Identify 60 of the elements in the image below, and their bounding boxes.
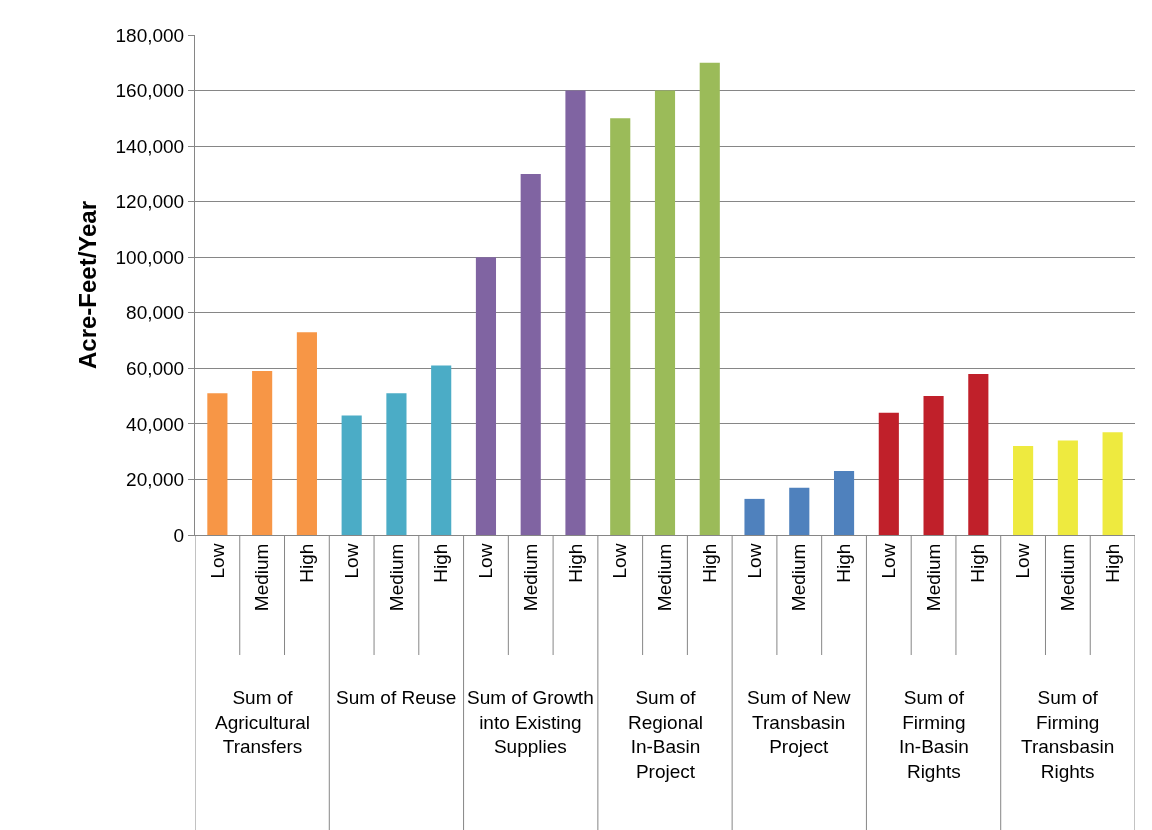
bar [431, 365, 452, 535]
bar [923, 396, 944, 535]
x-tick-label: Medium [922, 543, 944, 612]
y-tick-label: 60,000 [126, 357, 185, 379]
x-tick-label: High [698, 543, 720, 583]
x-tick-label: Medium [519, 543, 541, 612]
x-tick-label: Low [475, 543, 497, 579]
y-axis-title: Acre-Feet/Year [73, 200, 101, 370]
x-tick-label: Low [877, 543, 899, 579]
x-tick-label: Low [1012, 543, 1034, 579]
x-tick-label: High [564, 543, 586, 583]
bar [789, 487, 810, 535]
text: Sum of Growth into Existing Supplies [467, 687, 594, 758]
x-tick-label: Low [743, 543, 765, 579]
bar [296, 332, 317, 535]
y-tick-label: 120,000 [115, 191, 185, 213]
y-tick-label: 160,000 [115, 80, 185, 102]
bar [520, 173, 541, 535]
text: Sum of Reuse [336, 687, 457, 708]
x-tick-label: High [430, 543, 452, 583]
bar [252, 371, 273, 535]
y-tick-label: 0 [173, 524, 185, 546]
text: Sum of Firming In-Basin Rights [899, 687, 969, 783]
bar [1102, 432, 1123, 535]
text: Sum of Regional In-Basin Project [628, 687, 703, 783]
y-tick-label: 140,000 [115, 135, 185, 157]
y-tick-label: 100,000 [115, 246, 185, 268]
bar [1057, 440, 1078, 535]
x-tick-label: Medium [385, 543, 407, 612]
x-tick-label: Low [340, 543, 362, 579]
bar [341, 415, 362, 535]
bar [475, 257, 497, 535]
y-tick-label: 180,000 [115, 24, 185, 46]
x-tick-label: High [967, 543, 989, 583]
x-tick-label: High [833, 543, 855, 583]
x-tick-label: Medium [788, 543, 810, 612]
text: Sum of New Transbasin Project [747, 687, 851, 758]
x-tick-label: Medium [654, 543, 676, 612]
y-tick-label: 40,000 [126, 413, 185, 435]
bar [610, 118, 631, 535]
bar [833, 471, 855, 535]
x-tick-label: High [296, 543, 318, 583]
bar [654, 90, 676, 535]
x-tick-label: Low [609, 543, 631, 579]
x-tick-label: High [1101, 543, 1123, 583]
bar [207, 393, 228, 535]
text: Sum of Firming Transbasin Rights [1021, 687, 1115, 783]
y-tick-label: 20,000 [126, 469, 185, 491]
y-tick-label: 80,000 [126, 302, 185, 324]
x-tick-label: Low [206, 543, 228, 579]
bar [1013, 446, 1034, 535]
bar [386, 393, 407, 535]
bar [744, 498, 765, 535]
text: Sum of Agricultural Transfers [215, 687, 311, 758]
bar [878, 412, 899, 535]
x-tick-label: Medium [1057, 543, 1079, 612]
x-tick-label: Medium [251, 543, 273, 612]
bar [968, 373, 989, 535]
bar [565, 90, 586, 535]
bar [699, 62, 720, 535]
